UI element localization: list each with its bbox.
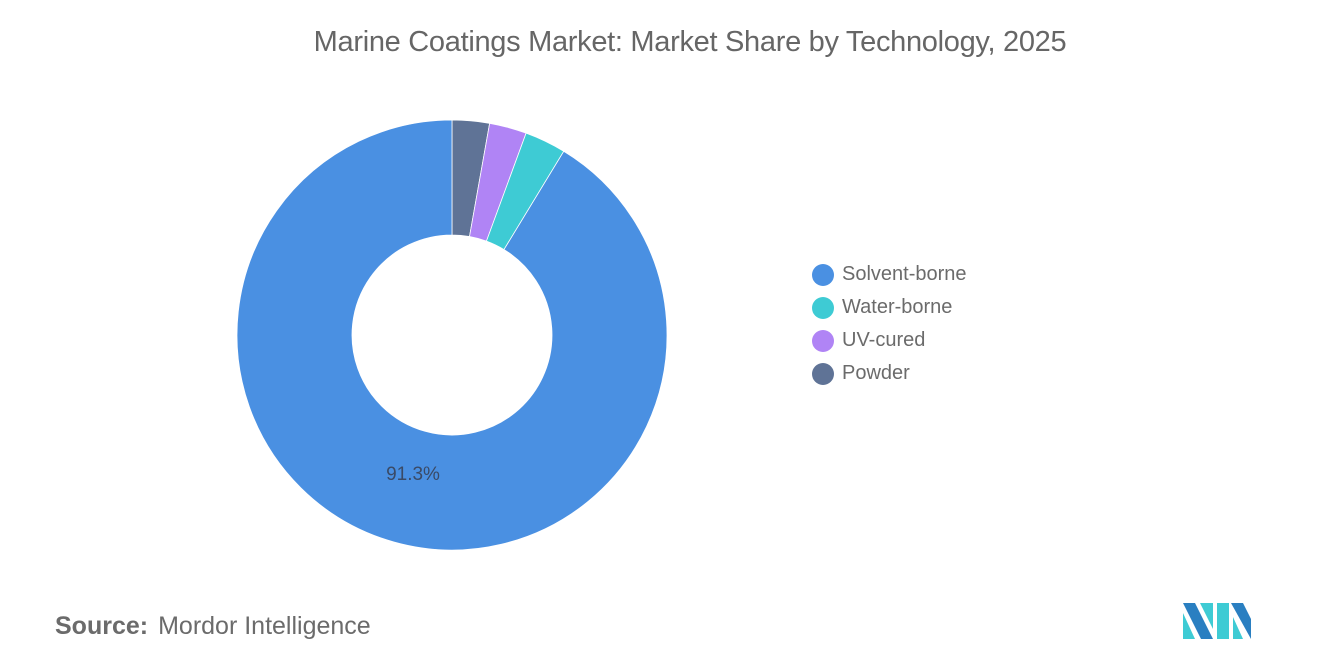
legend-swatch-icon bbox=[812, 362, 834, 385]
legend-label: Water-borne bbox=[842, 296, 953, 318]
legend-label: UV-cured bbox=[842, 329, 926, 351]
legend-item-solvent-borne[interactable]: Solvent-borne bbox=[812, 258, 967, 291]
chart-title: Marine Coatings Market: Market Share by … bbox=[313, 26, 1067, 58]
legend-swatch-icon bbox=[812, 329, 834, 352]
legend-item-powder[interactable]: Powder bbox=[812, 357, 967, 390]
legend-label: Powder bbox=[842, 362, 910, 384]
chart-legend: Solvent-borne Water-borne UV-cured Powde… bbox=[812, 258, 967, 390]
solvent-borne-value-label: 91.3% bbox=[386, 464, 440, 485]
legend-item-uv-cured[interactable]: UV-cured bbox=[812, 324, 967, 357]
legend-item-water-borne[interactable]: Water-borne bbox=[812, 291, 967, 324]
legend-swatch-icon bbox=[812, 263, 834, 286]
donut-slices bbox=[236, 119, 668, 551]
source-label: Source: bbox=[55, 612, 149, 640]
legend-swatch-icon bbox=[812, 296, 834, 319]
source-attribution: Source: Mordor Intelligence bbox=[55, 612, 371, 641]
mordor-intelligence-logo-icon bbox=[1183, 603, 1251, 639]
legend-label: Solvent-borne bbox=[842, 263, 967, 285]
donut-slice-solvent-borne[interactable] bbox=[236, 119, 668, 551]
source-value: Mordor Intelligence bbox=[158, 612, 371, 640]
